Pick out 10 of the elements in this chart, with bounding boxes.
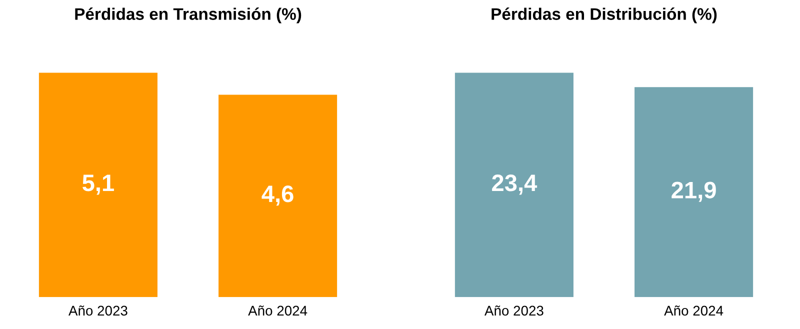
chart-title: Pérdidas en Transmisión (%) [75, 8, 302, 24]
x-tick-label: Año 2023 [484, 306, 544, 316]
data-label: 23,4 [492, 174, 538, 195]
chart-title: Pérdidas en Distribución (%) [492, 8, 717, 24]
x-tick-label: Año 2023 [68, 306, 128, 316]
x-tick-label: Año 2024 [248, 306, 308, 316]
data-label: 5,1 [82, 174, 114, 195]
data-label: 21,9 [672, 182, 716, 202]
x-tick-label: Año 2024 [664, 306, 724, 316]
data-label: 4,6 [262, 186, 294, 206]
